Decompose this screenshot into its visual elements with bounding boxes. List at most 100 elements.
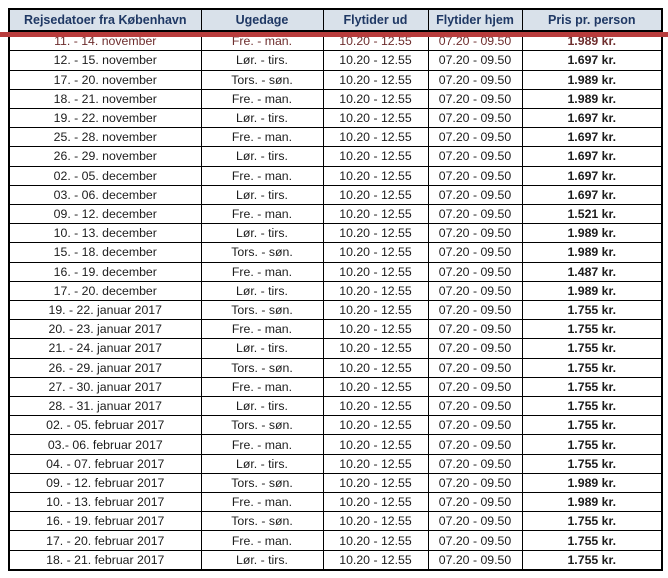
- price-cell: 1.755 kr.: [521, 357, 663, 378]
- departure-date-cell: 03.- 06. februar 2017: [8, 434, 202, 455]
- price-cell: 1.989 kr.: [521, 492, 663, 513]
- weekdays-cell: Tors. - søn.: [200, 69, 324, 90]
- departure-date-cell: 19. - 22. november: [8, 107, 202, 129]
- flight-out-cell: 10.20 - 12.55: [322, 261, 429, 282]
- weekdays-cell: Lør. - tirs.: [200, 549, 324, 571]
- flight-out-cell: 10.20 - 12.55: [322, 415, 429, 436]
- flight-out-cell: 10.20 - 12.55: [322, 338, 429, 359]
- price-cell: 1.755 kr.: [521, 319, 663, 340]
- flight-home-cell: 07.20 - 09.50: [427, 146, 523, 167]
- departure-date-cell: 26. - 29. november: [8, 146, 202, 167]
- table-row: 18. - 21. februar 2017 Lør. - tirs. 10.20 …: [8, 549, 663, 571]
- price-cell: 1.989 kr.: [521, 472, 663, 494]
- price-cell: 1.697 kr.: [521, 127, 663, 148]
- flight-out-cell: 10.20 - 12.55: [322, 88, 429, 109]
- flight-home-cell: 07.20 - 09.50: [427, 69, 523, 90]
- table-row: 19. - 22. januar 2017 Tors. - søn. 10.20 -…: [8, 299, 663, 321]
- table-row: 21. - 24. januar 2017 Lør. - tirs. 10.20 -…: [8, 338, 663, 359]
- flight-home-cell: 07.20 - 09.50: [427, 472, 523, 494]
- departure-date-cell: 18. - 21. november: [8, 88, 202, 109]
- table-row: 04. - 07. februar 2017 Lør. - tirs. 10.20 …: [8, 453, 663, 474]
- table-row: 12. - 15. november Lør. - tirs. 10.20 - 12…: [8, 50, 663, 71]
- flight-out-cell: 10.20 - 12.55: [322, 280, 429, 301]
- flight-home-cell: 07.20 - 09.50: [427, 395, 523, 417]
- departure-date-cell: 16. - 19. februar 2017: [8, 511, 202, 532]
- price-cell: 1.755 kr.: [521, 453, 663, 474]
- flight-home-cell: 07.20 - 09.50: [427, 261, 523, 282]
- flight-out-cell: 10.20 - 12.55: [322, 299, 429, 321]
- table-row: 09. - 12. februar 2017 Tors. - søn. 10.20 …: [8, 472, 663, 494]
- header-row: Rejsedatoer fra København Ugedage Flytid…: [8, 8, 663, 32]
- table-row: 25. - 28. november Fre. - man. 10.20 - 12.…: [8, 127, 663, 148]
- flight-home-cell: 07.20 - 09.50: [427, 511, 523, 532]
- table-row: 17. - 20. december Lør. - tirs. 10.20 - 12…: [8, 280, 663, 301]
- flight-home-cell: 07.20 - 09.50: [427, 376, 523, 398]
- weekdays-cell: Fre. - man.: [200, 319, 324, 340]
- table-row: 16. - 19. februar 2017 Tors. - søn. 10.20 …: [8, 511, 663, 532]
- table-row: 26. - 29. januar 2017 Tors. - søn. 10.20 -…: [8, 357, 663, 378]
- weekdays-cell: Lør. - tirs.: [200, 146, 324, 167]
- flight-out-cell: 10.20 - 12.55: [322, 203, 429, 225]
- flight-out-cell: 10.20 - 12.55: [322, 376, 429, 398]
- flight-home-cell: 07.20 - 09.50: [427, 107, 523, 129]
- weekdays-cell: Tors. - søn.: [200, 242, 324, 263]
- weekdays-cell: Lør. - tirs.: [200, 395, 324, 417]
- departure-date-cell: 26. - 29. januar 2017: [8, 357, 202, 378]
- flight-home-cell: 07.20 - 09.50: [427, 165, 523, 186]
- table-row: 10. - 13. februar 2017 Fre. - man. 10.20 -…: [8, 492, 663, 513]
- departure-date-cell: 15. - 18. december: [8, 242, 202, 263]
- weekdays-cell: Lør. - tirs.: [200, 280, 324, 301]
- price-cell: 1.755 kr.: [521, 299, 663, 321]
- flight-out-cell: 10.20 - 12.55: [322, 434, 429, 455]
- price-cell: 1.521 kr.: [521, 203, 663, 225]
- flight-out-cell: 10.20 - 12.55: [322, 107, 429, 129]
- flight-out-cell: 10.20 - 12.55: [322, 69, 429, 90]
- table-row: 02. - 05. december Fre. - man. 10.20 - 12.…: [8, 165, 663, 186]
- departure-date-cell: 10. - 13. februar 2017: [8, 492, 202, 513]
- departure-date-cell: 19. - 22. januar 2017: [8, 299, 202, 321]
- price-cell: 1.697 kr.: [521, 50, 663, 71]
- weekdays-cell: Fre. - man.: [200, 530, 324, 551]
- flight-home-cell: 07.20 - 09.50: [427, 242, 523, 263]
- flight-home-cell: 07.20 - 09.50: [427, 492, 523, 513]
- departure-date-cell: 09. - 12. februar 2017: [8, 472, 202, 494]
- flight-home-cell: 07.20 - 09.50: [427, 357, 523, 378]
- flight-out-cell: 10.20 - 12.55: [322, 492, 429, 513]
- column-header-flight-times-out: Flytider ud: [322, 8, 429, 32]
- price-cell: 1.697 kr.: [521, 165, 663, 186]
- flight-out-cell: 10.20 - 12.55: [322, 184, 429, 205]
- price-cell: 1.755 kr.: [521, 338, 663, 359]
- price-cell: 1.755 kr.: [521, 376, 663, 398]
- weekdays-cell: Lør. - tirs.: [200, 453, 324, 474]
- price-cell: 1.755 kr.: [521, 511, 663, 532]
- flight-home-cell: 07.20 - 09.50: [427, 338, 523, 359]
- table-row: 26. - 29. november Lør. - tirs. 10.20 - 12…: [8, 146, 663, 167]
- flight-out-cell: 10.20 - 12.55: [322, 395, 429, 417]
- weekdays-cell: Fre. - man.: [200, 434, 324, 455]
- table-row: 16. - 19. december Fre. - man. 10.20 - 12.…: [8, 261, 663, 282]
- weekdays-cell: Fre. - man.: [200, 165, 324, 186]
- price-cell: 1.755 kr.: [521, 395, 663, 417]
- weekdays-cell: Tors. - søn.: [200, 415, 324, 436]
- weekdays-cell: Tors. - søn.: [200, 357, 324, 378]
- flight-home-cell: 07.20 - 09.50: [427, 50, 523, 71]
- flight-home-cell: 07.20 - 09.50: [427, 223, 523, 244]
- flight-home-cell: 07.20 - 09.50: [427, 203, 523, 225]
- table-row: 17. - 20. november Tors. - søn. 10.20 - 12…: [8, 69, 663, 90]
- departure-date-cell: 27. - 30. januar 2017: [8, 376, 202, 398]
- red-strikethrough-line: [0, 32, 668, 37]
- weekdays-cell: Fre. - man.: [200, 492, 324, 513]
- column-header-price-per-person: Pris pr. person: [521, 8, 663, 32]
- table-row: 20. - 23. januar 2017 Fre. - man. 10.20 - …: [8, 319, 663, 340]
- weekdays-cell: Fre. - man.: [200, 261, 324, 282]
- departure-date-cell: 12. - 15. november: [8, 50, 202, 71]
- weekdays-cell: Lør. - tirs.: [200, 184, 324, 205]
- flight-home-cell: 07.20 - 09.50: [427, 549, 523, 571]
- flight-out-cell: 10.20 - 12.55: [322, 511, 429, 532]
- departure-date-cell: 17. - 20. november: [8, 69, 202, 90]
- flight-home-cell: 07.20 - 09.50: [427, 453, 523, 474]
- flight-home-cell: 07.20 - 09.50: [427, 415, 523, 436]
- column-header-weekdays: Ugedage: [200, 8, 324, 32]
- weekdays-cell: Fre. - man.: [200, 127, 324, 148]
- price-cell: 1.755 kr.: [521, 549, 663, 571]
